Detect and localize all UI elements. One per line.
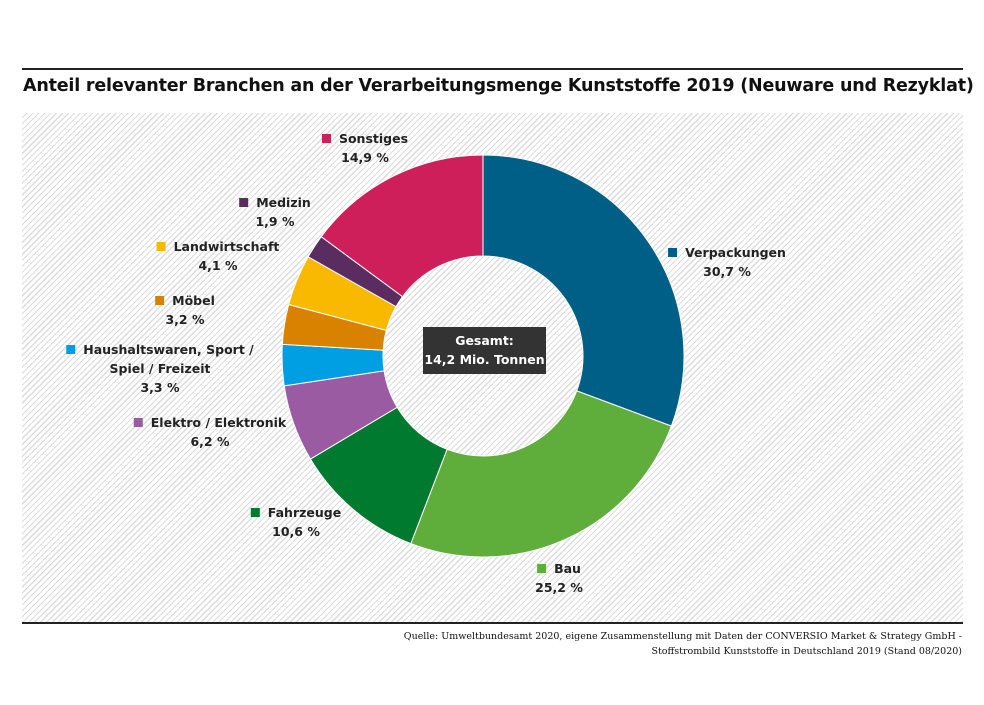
slice-value: 14,9 % — [341, 150, 389, 165]
slice-label: Medizin 1,9 % — [239, 193, 311, 231]
slice-name: Verpackungen — [685, 245, 786, 260]
slice-bau — [410, 390, 673, 558]
source-line: Stoffstrombild Kunststoffe in Deutschlan… — [651, 646, 962, 657]
slice-value: 30,7 % — [703, 264, 751, 279]
slice-name: Fahrzeuge — [267, 505, 342, 520]
source-note: Quelle: Umweltbundesamt 2020, eigene Zus… — [404, 629, 962, 659]
slice-value: 4,1 % — [198, 258, 238, 273]
legend-marker — [156, 242, 166, 251]
legend-marker — [66, 345, 76, 354]
slice-label: Möbel 3,2 % — [155, 291, 215, 329]
slice-value: 3,2 % — [165, 312, 205, 327]
legend-marker — [239, 198, 249, 207]
top-rule — [22, 68, 963, 70]
slice-name: Sonstiges — [338, 131, 409, 146]
legend-marker — [155, 296, 165, 305]
slice-value: 3,3 % — [140, 380, 180, 395]
chart-title: Anteil relevanter Branchen an der Verarb… — [23, 76, 974, 96]
legend-marker — [321, 134, 331, 143]
slice-value: 10,6 % — [272, 524, 320, 539]
legend-marker — [133, 418, 143, 427]
center-label-line: 14,2 Mio. Tonnen — [424, 352, 545, 367]
center-label-line: Gesamt: — [455, 333, 514, 348]
slice-label: Elektro / Elektronik 6,2 % — [133, 413, 287, 451]
slice-label: Bau 25,2 % — [535, 559, 583, 597]
slice-name: Medizin — [256, 195, 311, 210]
slice-value: 1,9 % — [255, 214, 295, 229]
slice-name: Elektro / Elektronik — [150, 415, 287, 430]
bottom-rule — [22, 622, 963, 624]
slice-label: Verpackungen 30,7 % — [668, 243, 786, 281]
slice-verpackungen — [482, 154, 685, 427]
slice-name: Haushaltswaren, Sport / — [83, 342, 254, 357]
slice-sonstiges — [320, 154, 484, 298]
legend-marker — [250, 508, 260, 517]
legend-marker — [668, 248, 678, 257]
slice-value: 25,2 % — [535, 580, 583, 595]
source-line: Quelle: Umweltbundesamt 2020, eigene Zus… — [403, 631, 962, 642]
center-total-label: Gesamt: 14,2 Mio. Tonnen — [423, 327, 546, 374]
slice-name: Möbel — [172, 293, 215, 308]
slice-name: Spiel / Freizeit — [109, 361, 211, 376]
slice-value: 6,2 % — [190, 434, 230, 449]
slice-name: Bau — [554, 561, 581, 576]
slice-label: Haushaltswaren, Sport / Spiel / Freizeit 3… — [66, 340, 254, 397]
slice-label: Sonstiges 14,9 % — [321, 129, 409, 167]
slice-name: Landwirtschaft — [173, 239, 280, 254]
legend-marker — [537, 564, 547, 573]
slice-label: Fahrzeuge 10,6 % — [250, 503, 342, 541]
slice-label: Landwirtschaft 4,1 % — [156, 237, 280, 275]
